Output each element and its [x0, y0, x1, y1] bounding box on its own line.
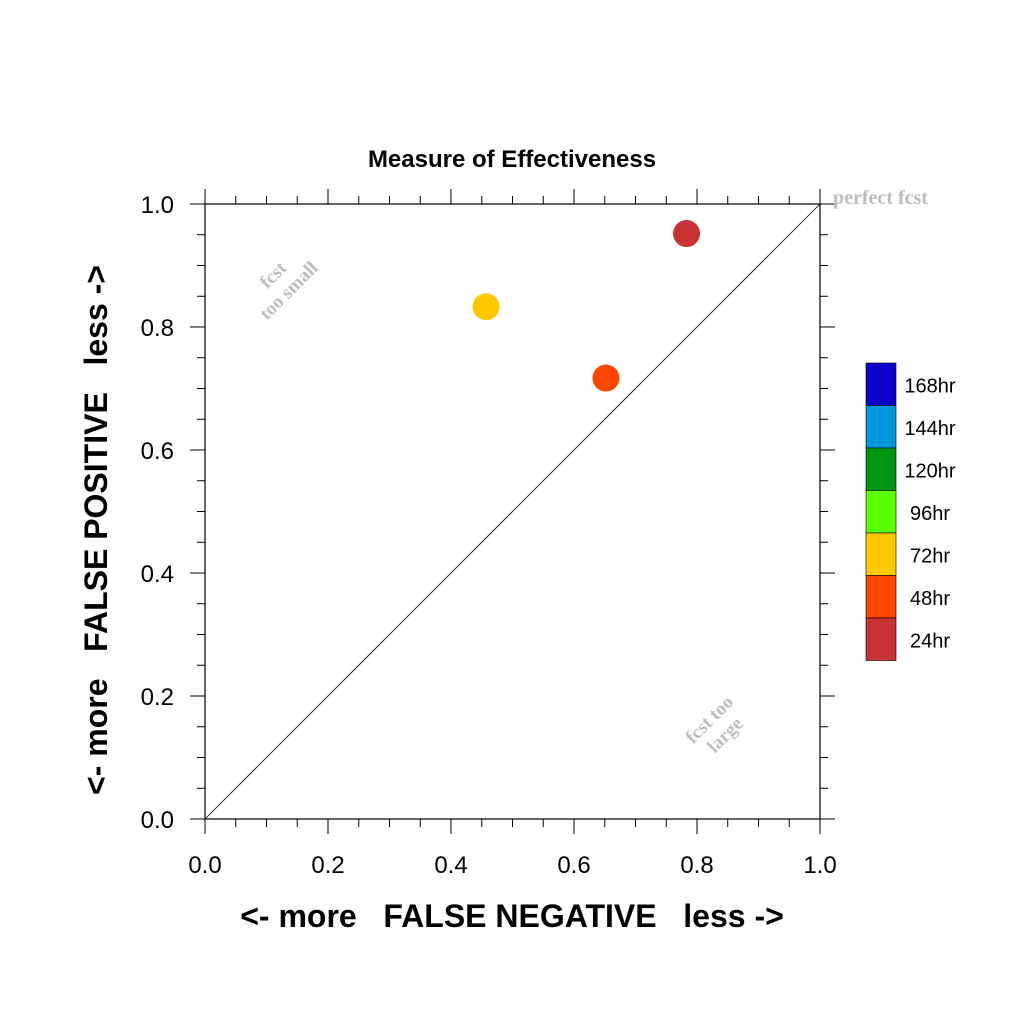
- y-axis-label: <- more FALSE POSITIVE less ->: [78, 265, 114, 795]
- legend-label: 96hr: [910, 503, 950, 525]
- x-tick-label: 1.0: [803, 852, 836, 879]
- data-points: [472, 220, 701, 392]
- legend-swatch-144hr: [865, 405, 897, 449]
- x-tick-label: 0.8: [680, 852, 713, 879]
- diagonal-line: [204, 203, 821, 820]
- legend-label: 24hr: [910, 630, 950, 652]
- y-tick-label: 0.8: [141, 315, 174, 342]
- legend-label: 120hr: [904, 460, 955, 482]
- legend-label: 48hr: [910, 588, 950, 610]
- legend-swatch-24hr: [865, 617, 897, 661]
- y-tick-label: 0.2: [141, 684, 174, 711]
- x-tick-label: 0.2: [311, 852, 344, 879]
- annotation-too-large: fcst too large: [682, 692, 748, 758]
- x-tick-label: 0.4: [434, 852, 467, 879]
- legend-label: 144hr: [904, 418, 955, 440]
- annotation-too-small: fcst too small: [256, 257, 323, 324]
- legend-swatch-96hr: [865, 490, 897, 534]
- legend-swatch-48hr: [865, 575, 897, 619]
- point-48hr: [592, 364, 620, 392]
- legend-swatch-72hr: [865, 532, 897, 576]
- legend-swatch-168hr: [865, 362, 897, 406]
- point-24hr: [673, 220, 701, 248]
- x-axis: 0.0 0.2 0.4 0.6 0.8 1.0: [188, 189, 837, 879]
- point-72hr: [472, 293, 500, 321]
- x-axis-label: <- more FALSE NEGATIVE less ->: [240, 898, 784, 934]
- annotation-perfect-fcst: perfect fcst: [833, 187, 928, 209]
- legend: 168hr 144hr 120hr 96hr 72hr 48hr 24hr: [865, 362, 956, 661]
- y-tick-label: 1.0: [141, 192, 174, 219]
- y-tick-label: 0.6: [141, 438, 174, 465]
- x-tick-label: 0.0: [188, 852, 221, 879]
- y-axis: 0.0 0.2 0.4 0.6 0.8 1.0: [141, 192, 835, 834]
- diagonal-reference: [204, 203, 821, 820]
- legend-swatch-120hr: [865, 447, 897, 491]
- legend-label: 168hr: [904, 375, 955, 397]
- chart-title: Measure of Effectiveness: [368, 146, 656, 173]
- y-tick-label: 0.4: [141, 561, 174, 588]
- x-tick-label: 0.6: [557, 852, 590, 879]
- legend-label: 72hr: [910, 545, 950, 567]
- y-tick-label: 0.0: [141, 807, 174, 834]
